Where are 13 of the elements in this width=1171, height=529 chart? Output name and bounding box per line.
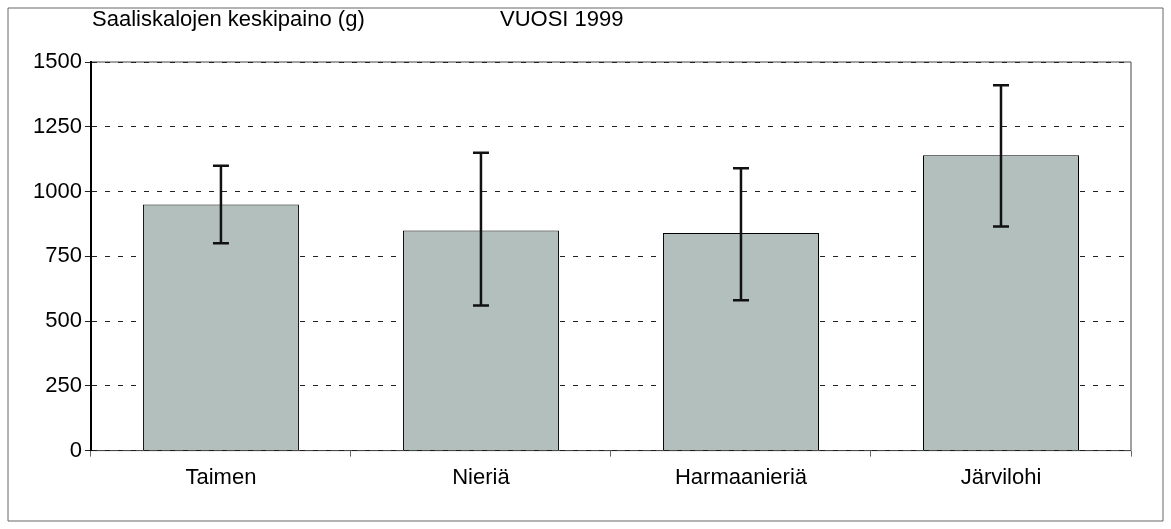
y-tick-label: 250 — [45, 371, 82, 397]
y-tick-label: 1250 — [32, 112, 82, 138]
x-tick-label: Harmaanieriä — [674, 463, 808, 489]
chart-title: VUOSI 1999 — [500, 6, 624, 32]
y-tick-label: 0 — [69, 436, 82, 462]
x-tick-label: Järvilohi — [960, 463, 1042, 489]
y-tick-label: 1000 — [32, 177, 82, 203]
y-tick-label: 750 — [45, 242, 82, 268]
y-tick-label: 500 — [45, 307, 82, 333]
y-axis-title: Saaliskalojen keskipaino (g) — [92, 6, 365, 32]
x-tick-label: Nieriä — [452, 463, 511, 489]
x-tick-label: Taimen — [185, 463, 257, 489]
y-tick-label: 1500 — [32, 48, 82, 74]
